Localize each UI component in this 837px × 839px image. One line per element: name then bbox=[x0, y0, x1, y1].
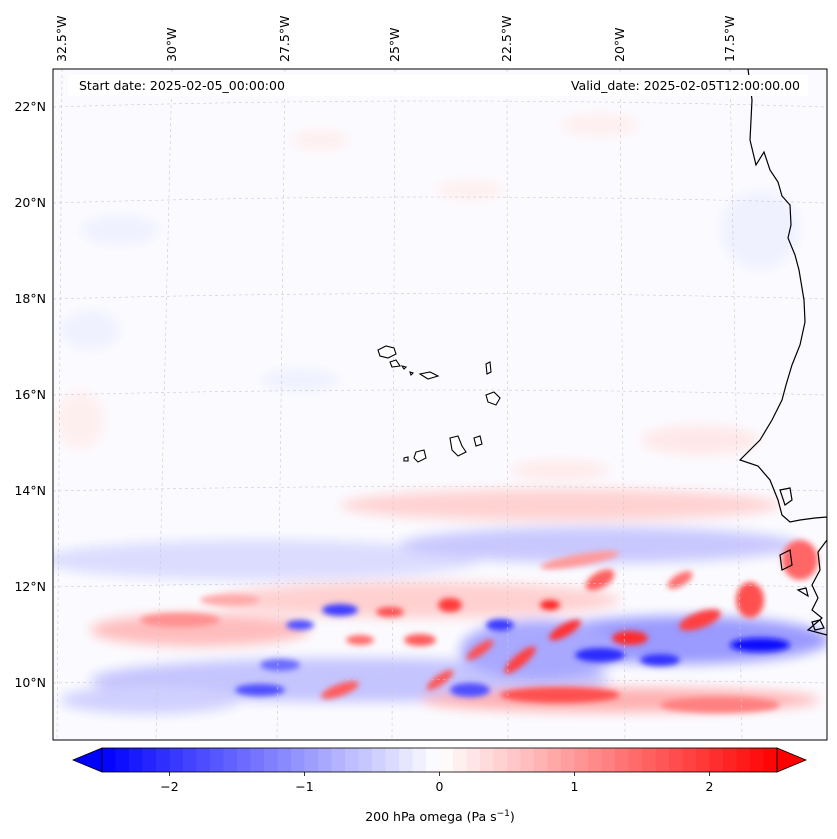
colorbar-cell bbox=[588, 748, 603, 772]
colorbar-cell bbox=[196, 748, 211, 772]
longitude-labels: 32.5°W 30°W 27.5°W 25°W 22.5°W 20°W 17.5… bbox=[54, 16, 737, 62]
colorbar-cell bbox=[574, 748, 589, 772]
colorbar-cell bbox=[183, 748, 198, 772]
omega-field-weak bbox=[55, 113, 800, 480]
colorbar-tick-label: 0 bbox=[436, 779, 444, 794]
graticule bbox=[53, 69, 827, 740]
colorbar-cell bbox=[399, 748, 414, 772]
colorbar-cell bbox=[601, 748, 616, 772]
colorbar-cell bbox=[763, 748, 778, 772]
colorbar-cell bbox=[493, 748, 508, 772]
lon-label: 30°W bbox=[164, 27, 179, 62]
valid-date-label: Valid_date: 2025-02-05T12:00:00.00 bbox=[571, 78, 800, 93]
lat-label: 16°N bbox=[14, 387, 46, 402]
colorbar-cell bbox=[615, 748, 630, 772]
colorbar-cell bbox=[142, 748, 157, 772]
colorbar-tick-label: 1 bbox=[571, 779, 579, 794]
lon-label: 22.5°W bbox=[499, 16, 514, 62]
header-background bbox=[68, 75, 808, 96]
west-africa-coast bbox=[806, 517, 827, 636]
map-panel: Start date: 2025-02-05_00:00:00 Valid_da… bbox=[53, 69, 827, 740]
colorbar-cell bbox=[169, 748, 184, 772]
start-date-label: Start date: 2025-02-05_00:00:00 bbox=[79, 78, 285, 93]
colorbar-cell bbox=[628, 748, 643, 772]
colorbar-extend-max bbox=[776, 747, 808, 773]
latitude-labels: 22°N 20°N 18°N 16°N 14°N 12°N 10°N bbox=[14, 99, 46, 690]
colorbar-tick-label: −2 bbox=[160, 779, 178, 794]
colorbar-cell bbox=[358, 748, 373, 772]
colorbar-label-close: ) bbox=[510, 809, 515, 824]
colorbar-cell bbox=[264, 748, 279, 772]
colorbar-cell bbox=[669, 748, 684, 772]
colorbar-cell bbox=[385, 748, 400, 772]
colorbar-cell bbox=[210, 748, 225, 772]
colorbar-cell bbox=[412, 748, 427, 772]
colorbar-cell bbox=[345, 748, 360, 772]
colorbar-cell bbox=[750, 748, 765, 772]
colorbar-label-exp: −1 bbox=[497, 809, 510, 819]
lon-label: 25°W bbox=[387, 27, 402, 62]
colorbar-cell bbox=[547, 748, 562, 772]
colorbar-cell bbox=[561, 748, 576, 772]
colorbar-label-main: 200 hPa omega (Pa s bbox=[365, 809, 496, 824]
colorbar: −2 −1 0 1 2 200 hPa omega (Pa s−1) bbox=[71, 747, 808, 824]
colorbar-cell bbox=[507, 748, 522, 772]
lat-label: 22°N bbox=[14, 99, 46, 114]
lat-label: 20°N bbox=[14, 195, 46, 210]
colorbar-cell bbox=[682, 748, 697, 772]
colorbar-cell bbox=[655, 748, 670, 772]
colorbar-tick-label: 2 bbox=[706, 779, 714, 794]
colorbar-cell bbox=[156, 748, 171, 772]
lon-label: 32.5°W bbox=[54, 16, 69, 62]
colorbar-cell bbox=[223, 748, 238, 772]
colorbar-cell bbox=[291, 748, 306, 772]
coastline bbox=[738, 69, 827, 636]
colorbar-cell bbox=[709, 748, 724, 772]
colorbar-cell bbox=[372, 748, 387, 772]
colorbar-cell bbox=[453, 748, 468, 772]
colorbar-cell bbox=[520, 748, 535, 772]
colorbar-cell bbox=[277, 748, 292, 772]
lat-label: 14°N bbox=[14, 483, 46, 498]
lon-label: 20°W bbox=[612, 27, 627, 62]
lat-label: 12°N bbox=[14, 579, 46, 594]
africa-coast bbox=[738, 69, 827, 523]
colorbar-extend-min bbox=[71, 747, 103, 773]
colorbar-cell bbox=[723, 748, 738, 772]
colorbar-cell bbox=[318, 748, 333, 772]
colorbar-cell bbox=[129, 748, 144, 772]
colorbar-ticks: −2 −1 0 1 2 bbox=[160, 772, 713, 794]
colorbar-cell bbox=[642, 748, 657, 772]
cape-verde-islands bbox=[377, 345, 501, 463]
colorbar-label: 200 hPa omega (Pa s−1) bbox=[365, 809, 515, 824]
colorbar-cell bbox=[331, 748, 346, 772]
lon-label: 17.5°W bbox=[722, 16, 737, 62]
colorbar-cell bbox=[439, 748, 454, 772]
colorbar-cell bbox=[102, 748, 117, 772]
colorbar-cell bbox=[250, 748, 265, 772]
colorbar-cell bbox=[115, 748, 130, 772]
colorbar-cell bbox=[696, 748, 711, 772]
lat-label: 18°N bbox=[14, 291, 46, 306]
colorbar-cell bbox=[736, 748, 751, 772]
colorbar-tick-label: −1 bbox=[295, 779, 313, 794]
colorbar-cell bbox=[534, 748, 549, 772]
map-frame bbox=[52, 68, 828, 741]
omega-field-cells bbox=[140, 540, 818, 713]
colorbar-cell bbox=[480, 748, 495, 772]
lon-label: 27.5°W bbox=[277, 16, 292, 62]
colorbar-cell bbox=[426, 748, 441, 772]
colorbar-cells bbox=[102, 748, 778, 772]
colorbar-cell bbox=[237, 748, 252, 772]
lat-label: 10°N bbox=[14, 675, 46, 690]
colorbar-cell bbox=[304, 748, 319, 772]
colorbar-cell bbox=[466, 748, 481, 772]
